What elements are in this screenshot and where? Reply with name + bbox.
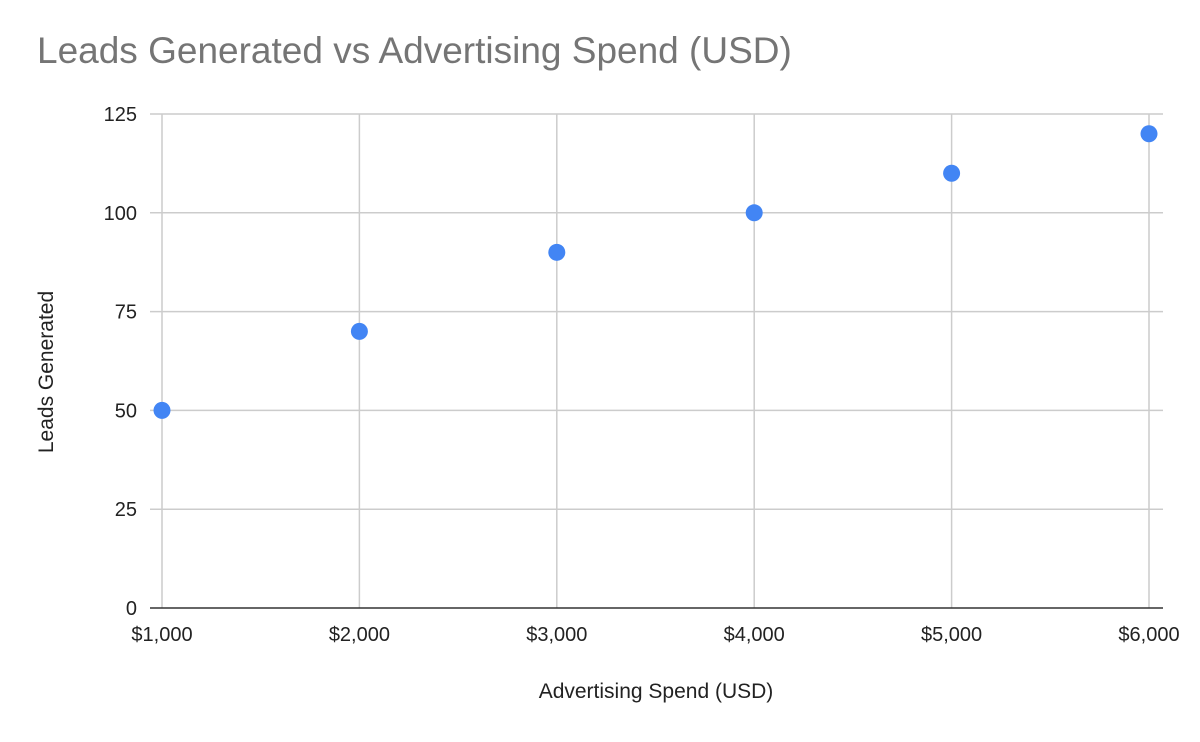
data-point bbox=[745, 204, 763, 222]
y-tick-labels: 0 25 50 75 100 125 bbox=[104, 104, 137, 620]
x-tick-label: $1,000 bbox=[131, 624, 192, 646]
x-tick-label: $5,000 bbox=[921, 624, 982, 646]
y-tick-label: 125 bbox=[104, 104, 137, 126]
data-point bbox=[943, 164, 961, 182]
y-tick-label: 50 bbox=[115, 400, 137, 422]
data-point bbox=[1140, 125, 1158, 143]
y-tick-label: 25 bbox=[115, 499, 137, 521]
x-tick-label: $4,000 bbox=[724, 624, 785, 646]
chart-title: Leads Generated vs Advertising Spend (US… bbox=[37, 30, 792, 71]
y-tick-label: 0 bbox=[126, 598, 137, 620]
grid-lines bbox=[150, 113, 1163, 608]
data-point bbox=[153, 401, 171, 419]
y-tick-label: 100 bbox=[104, 203, 137, 225]
x-tick-label: $2,000 bbox=[329, 624, 390, 646]
y-axis-label: Leads Generated bbox=[35, 290, 58, 454]
x-tick-labels: $1,000 $2,000 $3,000 $4,000 $5,000 $6,000 bbox=[131, 624, 1179, 646]
x-tick-label: $3,000 bbox=[526, 624, 587, 646]
x-tick-label: $6,000 bbox=[1118, 624, 1179, 646]
y-tick-label: 75 bbox=[115, 302, 137, 324]
data-points bbox=[153, 125, 1158, 419]
data-point bbox=[548, 243, 566, 261]
data-point bbox=[350, 322, 368, 340]
x-axis-label: Advertising Spend (USD) bbox=[538, 680, 774, 703]
